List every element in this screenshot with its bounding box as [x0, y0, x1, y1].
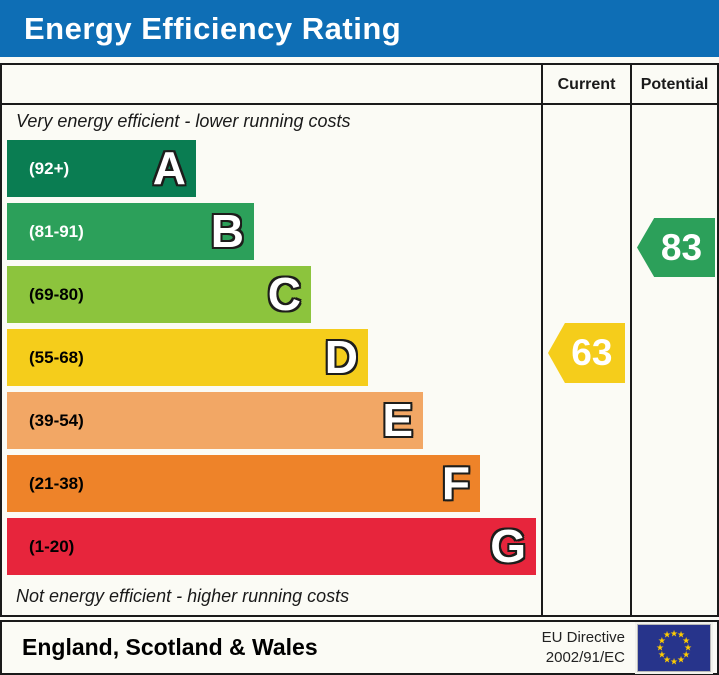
band-d-letter: D: [324, 331, 358, 383]
eu-flag-star: ★: [669, 656, 679, 666]
current-column-divider: [541, 65, 543, 615]
energy-rating-chart: Current Potential Very energy efficient …: [0, 63, 719, 617]
eu-flag-star: ★: [682, 649, 691, 659]
band-d: (55-68) D: [7, 329, 368, 386]
band-g-letter: G: [490, 520, 526, 572]
current-rating-arrow: 63: [548, 323, 625, 383]
band-d-range: (55-68): [29, 348, 84, 367]
eu-directive-label: EU Directive 2002/91/EC: [542, 628, 625, 668]
page-title-bar: Energy Efficiency Rating: [0, 0, 719, 57]
eu-flag-star: ★: [669, 628, 679, 638]
potential-column-divider: [630, 65, 632, 615]
footer-bar: England, Scotland & Wales EU Directive 2…: [0, 620, 719, 675]
band-a: (92+) A: [7, 140, 196, 197]
page-title: Energy Efficiency Rating: [24, 10, 402, 46]
band-g-range: (1-20): [29, 537, 75, 556]
band-e: (39-54) E: [7, 392, 423, 449]
eu-directive-line2: 2002/91/EC: [545, 648, 625, 666]
eu-flag-star: ★: [683, 642, 693, 652]
band-f-range: (21-38): [29, 474, 84, 493]
eu-flag-star: ★: [657, 635, 666, 645]
eu-flag-icon: ★ ★ ★ ★ ★ ★ ★ ★ ★ ★ ★ ★: [635, 621, 713, 674]
band-a-letter: A: [152, 142, 186, 194]
eu-flag-star: ★: [682, 635, 691, 645]
eu-flag-star: ★: [662, 654, 672, 665]
band-e-range: (39-54): [29, 411, 84, 430]
current-rating-value: 63: [571, 332, 613, 373]
band-e-letter: E: [382, 394, 413, 446]
potential-rating-value: 83: [660, 227, 703, 268]
potential-rating-arrow: 83: [637, 218, 715, 277]
top-note: Very energy efficient - lower running co…: [16, 111, 351, 131]
rating-bands: (92+) A (81-91) B (69-80) C (55-68) D (3…: [7, 140, 536, 581]
current-column-header: Current: [557, 76, 616, 93]
band-c-range: (69-80): [29, 285, 84, 304]
region-label: England, Scotland & Wales: [22, 634, 318, 660]
eu-flag-star: ★: [657, 649, 666, 659]
band-f: (21-38) F: [7, 455, 480, 512]
eu-flag-star: ★: [662, 629, 672, 640]
bottom-note: Not energy efficient - higher running co…: [16, 586, 350, 606]
band-f-letter: F: [441, 457, 470, 509]
footer-right: EU Directive 2002/91/EC ★ ★ ★ ★ ★ ★ ★ ★ ★ ★ ★ ★: [542, 621, 713, 674]
band-b-letter: B: [210, 205, 244, 257]
band-g: (1-20) G: [7, 518, 536, 575]
band-a-range: (92+): [29, 159, 70, 178]
band-c-letter: C: [267, 268, 301, 320]
eu-flag-star: ★: [676, 629, 686, 640]
header-row-divider: [2, 103, 717, 105]
eu-directive-line1: EU Directive: [541, 628, 625, 646]
band-b: (81-91) B: [7, 203, 254, 260]
potential-column-header: Potential: [640, 76, 709, 93]
band-b-range: (81-91): [29, 222, 84, 241]
eu-flag-star: ★: [676, 654, 686, 665]
eu-flag-star: ★: [655, 642, 665, 652]
band-c: (69-80) C: [7, 266, 311, 323]
